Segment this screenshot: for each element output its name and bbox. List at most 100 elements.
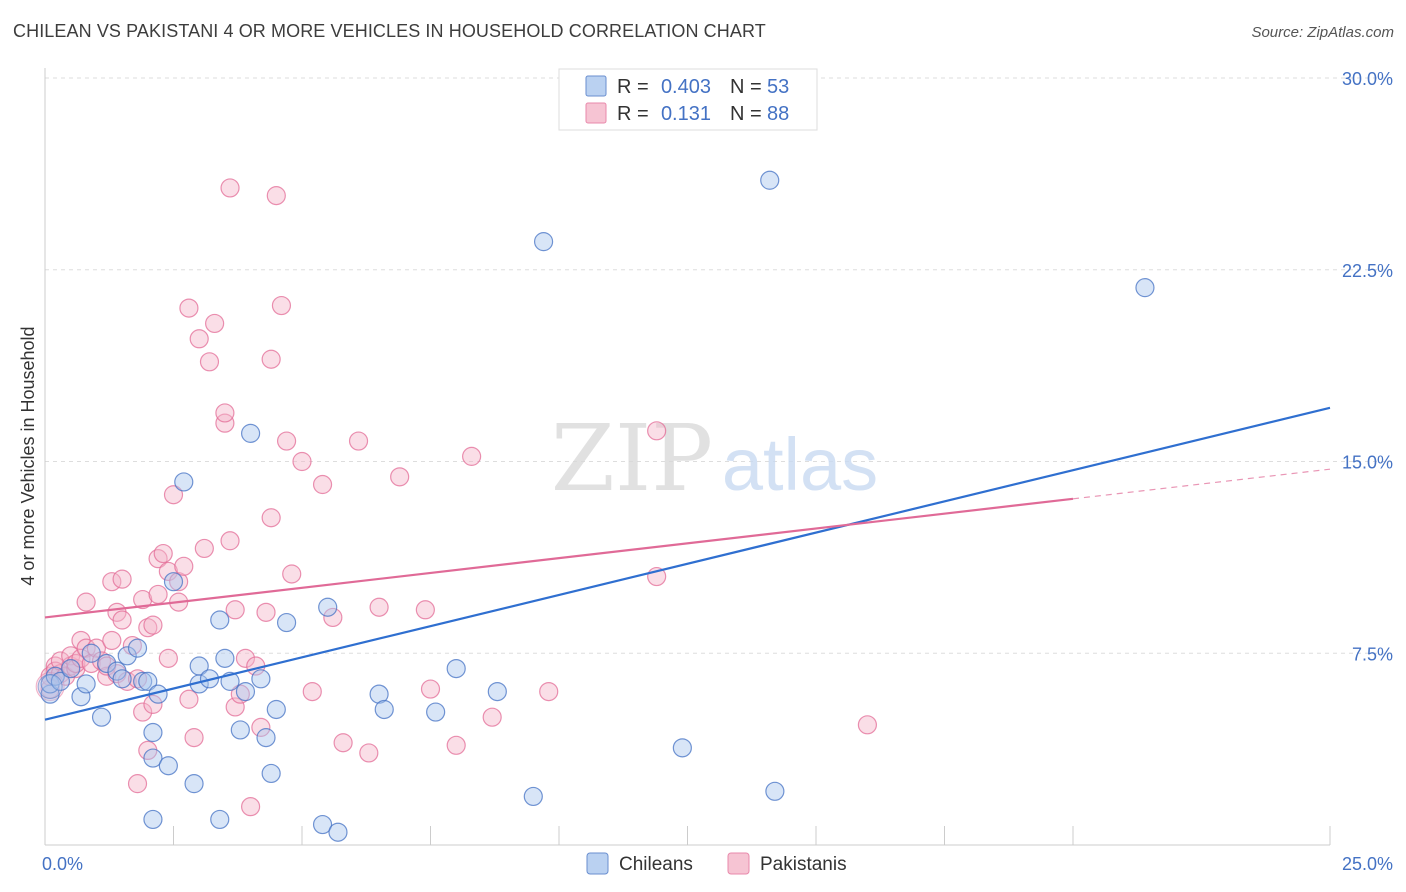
- chilean-point: [133, 671, 153, 691]
- bottom-legend-swatch-pakistanis: [727, 852, 750, 875]
- pakistani-point: [76, 638, 96, 658]
- bottom-legend: Chileans Pakistanis: [586, 852, 847, 875]
- y-tick-label: 7.5%: [1352, 644, 1393, 664]
- pakistani-point: [133, 702, 153, 722]
- chilean-point: [50, 671, 71, 691]
- pakistani-point: [133, 589, 153, 610]
- legend-r-value-blue: 0.403: [661, 76, 711, 98]
- pakistani-point: [148, 549, 168, 569]
- y-tick-label: 15.0%: [1342, 453, 1393, 473]
- pakistani-trend-line-extension: [1072, 468, 1331, 500]
- chilean-point: [91, 707, 112, 727]
- chilean-point: [374, 699, 394, 720]
- chilean-point: [533, 232, 554, 252]
- chilean-point: [256, 728, 276, 748]
- pakistani-point: [225, 600, 245, 620]
- x-tick-label: 25.0%: [1342, 854, 1393, 874]
- pakistani-point: [215, 413, 235, 433]
- legend-r-label-blue: R =: [617, 76, 649, 98]
- y-tick-label: 22.5%: [1342, 261, 1393, 281]
- chilean-point: [235, 681, 256, 702]
- chilean-point: [189, 656, 209, 676]
- chilean-point: [312, 814, 333, 835]
- legend-swatch-pink: [585, 102, 607, 124]
- pakistani-point: [143, 694, 163, 714]
- pakistani-point: [446, 735, 466, 755]
- chilean-point: [251, 669, 271, 689]
- chilean-point: [426, 702, 446, 722]
- pakistani-point: [359, 743, 379, 763]
- pakistani-point: [415, 600, 435, 620]
- chilean-point: [760, 170, 780, 190]
- pakistani-point: [348, 431, 369, 451]
- pakistani-point: [199, 352, 220, 372]
- pakistani-point: [163, 485, 184, 505]
- chilean-point: [230, 720, 250, 740]
- legend-n-value-blue: 53: [767, 76, 789, 98]
- legend-r-label-pink: R =: [617, 103, 649, 125]
- pakistani-point: [282, 564, 302, 584]
- chilean-point: [215, 648, 235, 668]
- chilean-point: [523, 786, 543, 807]
- chilean-point: [487, 681, 507, 702]
- chilean-point: [71, 687, 91, 707]
- pakistani-point: [857, 715, 878, 735]
- pakistani-point: [333, 733, 353, 753]
- y-axis-label: 4 or more Vehicles in Household: [18, 326, 38, 585]
- x-tick-label: 0.0%: [42, 854, 83, 874]
- chilean-point: [143, 722, 163, 743]
- chilean-point: [127, 638, 148, 658]
- pakistani-point: [158, 561, 178, 582]
- pakistani-points: [35, 178, 878, 817]
- chilean-point: [143, 809, 163, 830]
- chilean-point: [318, 597, 338, 617]
- pakistani-point: [482, 707, 502, 727]
- pakistani-point: [230, 684, 250, 704]
- chilean-point: [210, 809, 230, 830]
- pakistani-point: [122, 635, 142, 656]
- pakistani-point: [256, 602, 276, 622]
- pakistani-point: [390, 467, 410, 487]
- chilean-point: [138, 671, 158, 691]
- chilean-point: [266, 699, 286, 720]
- bottom-legend-chileans: Chileans: [619, 854, 693, 875]
- chilean-point: [81, 643, 101, 663]
- chilean-point: [328, 822, 348, 842]
- legend-r-value-pink: 0.131: [661, 103, 711, 125]
- trend-lines: [44, 406, 1331, 721]
- chilean-point: [369, 684, 389, 704]
- pakistani-point: [369, 597, 389, 617]
- pakistani-point: [127, 774, 148, 794]
- pakistani-point: [184, 728, 204, 748]
- pakistani-point: [169, 572, 189, 592]
- chilean-point: [174, 472, 194, 492]
- pakistani-point: [539, 681, 559, 702]
- chilean-point: [672, 738, 692, 758]
- pakistani-point: [76, 592, 96, 612]
- pakistani-point: [251, 717, 271, 737]
- axes: 7.5% 15.0% 22.5% 30.0% 0.0% 25.0%: [42, 68, 1393, 874]
- pakistani-point: [50, 651, 71, 671]
- grid-lines: [45, 77, 1392, 654]
- pakistani-point: [462, 446, 482, 466]
- pakistani-point: [179, 298, 199, 318]
- pakistani-point: [292, 451, 312, 472]
- pakistani-point: [158, 648, 178, 668]
- chilean-point: [765, 781, 785, 801]
- pakistani-point: [66, 653, 86, 674]
- pakistani-point: [241, 797, 261, 817]
- legend-n-label-pink: N =: [730, 103, 762, 125]
- y-tick-label: 30.0%: [1342, 69, 1393, 89]
- pakistani-point: [174, 556, 194, 576]
- chilean-point: [117, 646, 137, 666]
- chilean-points: [37, 170, 1155, 842]
- chilean-point: [1135, 278, 1155, 298]
- pakistani-point: [261, 349, 281, 369]
- pakistani-point: [138, 618, 158, 638]
- pakistani-point: [153, 543, 173, 564]
- pakistani-point: [225, 697, 245, 717]
- watermark-zip: ZIP: [551, 405, 713, 512]
- legend-n-value-pink: 88: [767, 103, 789, 125]
- chilean-point: [61, 658, 81, 679]
